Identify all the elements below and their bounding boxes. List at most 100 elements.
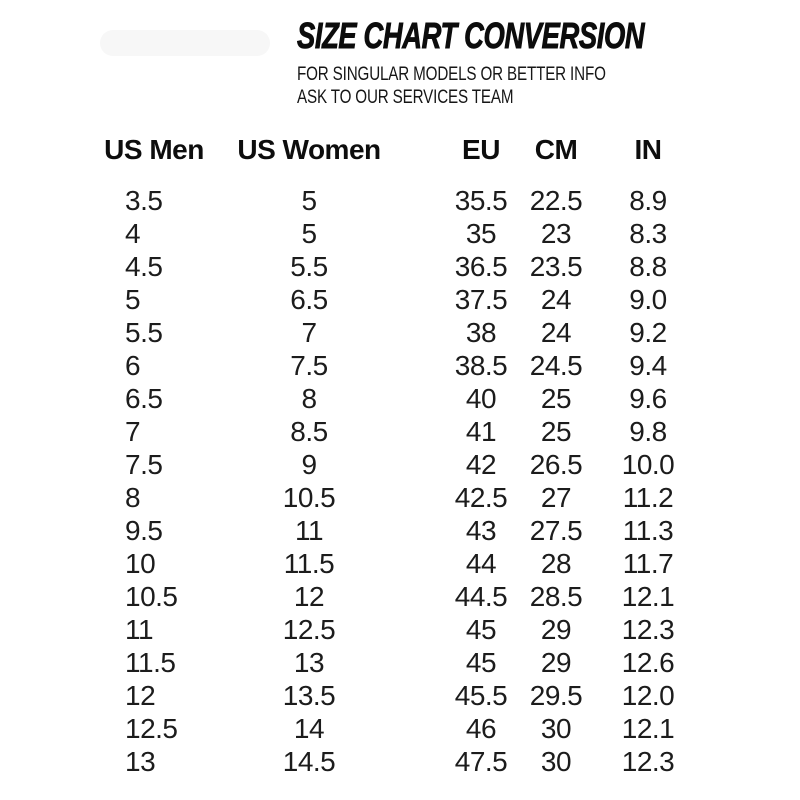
table-cell-in: 9.2 bbox=[629, 317, 667, 348]
table-row: 12.5 14 46 30 12.1 bbox=[95, 712, 705, 745]
table-cell-us-women: 11 bbox=[294, 515, 324, 546]
table-body: 3.5 5 35.5 22.5 8.9 4 5 35 23 8.3 4.5 5.… bbox=[95, 184, 705, 778]
table-cell-us-men: 3.5 bbox=[125, 185, 163, 216]
table-cell-us-men: 13 bbox=[125, 746, 156, 777]
table-row: 9.5 11 43 27.5 11.3 bbox=[95, 514, 705, 547]
table-cell-in: 9.8 bbox=[629, 416, 667, 447]
table-cell-cm: 29 bbox=[540, 614, 572, 645]
table-cell-eu: 38.5 bbox=[454, 350, 508, 381]
table-cell-us-men: 6 bbox=[125, 350, 141, 381]
table-cell-us-women: 5 bbox=[301, 218, 317, 249]
table-cell-us-men: 11.5 bbox=[125, 647, 176, 678]
table-cell-us-women: 5.5 bbox=[290, 251, 328, 282]
table-cell-eu: 44 bbox=[465, 548, 497, 579]
table-cell-in: 12.3 bbox=[621, 614, 675, 645]
table-cell-us-men: 10 bbox=[125, 548, 156, 579]
table-row: 11.5 13 45 29 12.6 bbox=[95, 646, 705, 679]
column-header-in: IN bbox=[634, 134, 663, 165]
table-cell-cm: 23.5 bbox=[529, 251, 583, 282]
column-header-us-women: US Women bbox=[237, 134, 381, 165]
table-cell-us-men: 5.5 bbox=[125, 317, 163, 348]
table-cell-us-men: 11 bbox=[125, 614, 154, 645]
table-cell-in: 8.8 bbox=[629, 251, 667, 282]
table-cell-us-women: 12.5 bbox=[282, 614, 336, 645]
table-cell-eu: 44.5 bbox=[454, 581, 508, 612]
table-cell-us-men: 5 bbox=[125, 284, 141, 315]
column-header-eu: EU bbox=[462, 134, 500, 165]
table-cell-eu: 38 bbox=[465, 317, 497, 348]
table-cell-eu: 35.5 bbox=[454, 185, 508, 216]
table-cell-us-men: 4.5 bbox=[125, 251, 163, 282]
table-cell-us-women: 14 bbox=[293, 713, 325, 744]
table-cell-eu: 40 bbox=[465, 383, 497, 414]
table-cell-in: 12.1 bbox=[621, 581, 675, 612]
table-cell-us-men: 12.5 bbox=[125, 713, 178, 744]
table-cell-in: 12.1 bbox=[621, 713, 675, 744]
table-cell-eu: 36.5 bbox=[454, 251, 508, 282]
table-header-row: US Men US Women EU CM IN bbox=[95, 132, 705, 168]
table-cell-us-men: 7 bbox=[125, 416, 141, 447]
table-cell-cm: 29 bbox=[540, 647, 572, 678]
table-cell-us-men: 4 bbox=[125, 218, 141, 249]
table-cell-cm: 30 bbox=[540, 746, 572, 777]
table-cell-us-men: 7.5 bbox=[125, 449, 163, 480]
table-cell-us-men: 9.5 bbox=[125, 515, 163, 546]
table-cell-eu: 42.5 bbox=[454, 482, 508, 513]
table-row: 11 12.5 45 29 12.3 bbox=[95, 613, 705, 646]
table-cell-us-women: 12 bbox=[293, 581, 325, 612]
table-cell-in: 12.6 bbox=[621, 647, 675, 678]
table-cell-eu: 35 bbox=[465, 218, 497, 249]
table-cell-in: 11.3 bbox=[622, 515, 674, 546]
table-cell-cm: 27.5 bbox=[529, 515, 583, 546]
table-cell-eu: 41 bbox=[465, 416, 497, 447]
table-cell-in: 9.6 bbox=[629, 383, 667, 414]
table-cell-cm: 24 bbox=[540, 317, 572, 348]
table-cell-eu: 42 bbox=[465, 449, 497, 480]
table-cell-cm: 28 bbox=[540, 548, 572, 579]
table-cell-us-men: 8 bbox=[125, 482, 141, 513]
table-cell-in: 8.3 bbox=[629, 218, 667, 249]
table-cell-cm: 22.5 bbox=[529, 185, 583, 216]
table-row: 13 14.5 47.5 30 12.3 bbox=[95, 745, 705, 778]
size-conversion-table: US Men US Women EU CM IN 3.5 5 35.5 22.5… bbox=[95, 132, 705, 778]
table-cell-cm: 27 bbox=[540, 482, 572, 513]
table-cell-eu: 37.5 bbox=[454, 284, 508, 315]
table-cell-in: 9.4 bbox=[629, 350, 667, 381]
table-cell-us-women: 11.5 bbox=[283, 548, 335, 579]
table-cell-eu: 46 bbox=[465, 713, 497, 744]
table-row: 12 13.5 45.5 29.5 12.0 bbox=[95, 679, 705, 712]
table-cell-us-women: 6.5 bbox=[290, 284, 328, 315]
table-row: 5 6.5 37.5 24 9.0 bbox=[95, 283, 705, 316]
table-cell-cm: 25 bbox=[540, 383, 572, 414]
table-cell-eu: 45.5 bbox=[454, 680, 508, 711]
page-title: SIZE CHART CONVERSION bbox=[297, 15, 645, 56]
table-cell-us-women: 13.5 bbox=[282, 680, 336, 711]
table-row: 8 10.5 42.5 27 11.2 bbox=[95, 481, 705, 514]
table-cell-eu: 43 bbox=[465, 515, 497, 546]
table-row: 6 7.5 38.5 24.5 9.4 bbox=[95, 349, 705, 382]
table-cell-in: 12.0 bbox=[621, 680, 675, 711]
subtitle: FOR SINGULAR MODELS OR BETTER INFO ASK T… bbox=[297, 63, 665, 109]
table-cell-us-women: 9 bbox=[301, 449, 317, 480]
table-cell-cm: 25 bbox=[540, 416, 572, 447]
table-cell-in: 11.7 bbox=[622, 548, 674, 579]
table-cell-in: 9.0 bbox=[629, 284, 667, 315]
table-cell-us-women: 13 bbox=[293, 647, 325, 678]
table-cell-in: 10.0 bbox=[621, 449, 675, 480]
subtitle-line-1: FOR SINGULAR MODELS OR BETTER INFO bbox=[297, 64, 606, 85]
table-row: 10 11.5 44 28 11.7 bbox=[95, 547, 705, 580]
table-cell-us-women: 10.5 bbox=[282, 482, 336, 513]
table-cell-us-women: 8.5 bbox=[290, 416, 328, 447]
table-row: 6.5 8 40 25 9.6 bbox=[95, 382, 705, 415]
table-cell-us-women: 8 bbox=[301, 383, 317, 414]
table-cell-us-women: 5 bbox=[301, 185, 317, 216]
table-row: 10.5 12 44.5 28.5 12.1 bbox=[95, 580, 705, 613]
table-row: 4 5 35 23 8.3 bbox=[95, 217, 705, 250]
table-row: 3.5 5 35.5 22.5 8.9 bbox=[95, 184, 705, 217]
table-row: 5.5 7 38 24 9.2 bbox=[95, 316, 705, 349]
table-cell-cm: 23 bbox=[540, 218, 572, 249]
table-row: 7.5 9 42 26.5 10.0 bbox=[95, 448, 705, 481]
table-cell-us-women: 14.5 bbox=[282, 746, 336, 777]
table-cell-eu: 45 bbox=[465, 614, 497, 645]
